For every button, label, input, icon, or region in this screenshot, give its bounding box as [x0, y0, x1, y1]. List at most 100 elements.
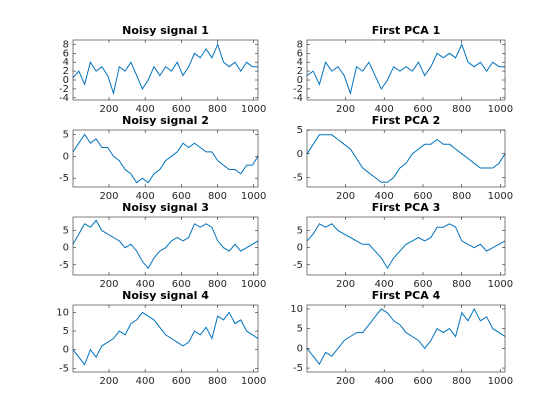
x-tick-label: 800: [452, 191, 471, 202]
y-tick-label: 0: [297, 243, 303, 254]
y-tick-label: 4: [297, 57, 303, 68]
y-tick-label: 5: [63, 226, 69, 237]
x-tick-label: 800: [208, 104, 227, 115]
x-tick-label: 800: [208, 279, 227, 290]
x-tick-label: 1000: [488, 191, 513, 202]
x-tick-label: 600: [172, 279, 191, 290]
subplot-title: First PCA 2: [372, 114, 440, 127]
x-tick-label: 1000: [488, 104, 513, 115]
y-tick-label: -5: [293, 363, 303, 374]
x-tick-label: 400: [136, 376, 155, 387]
x-tick-label: 200: [336, 376, 355, 387]
x-tick-label: 200: [336, 104, 355, 115]
x-tick-label: 200: [336, 191, 355, 202]
x-tick-label: 600: [413, 376, 432, 387]
axes-box: [72, 304, 259, 373]
x-tick-label: 1000: [488, 376, 513, 387]
x-tick-label: 600: [413, 279, 432, 290]
x-tick-label: 800: [208, 191, 227, 202]
x-tick-label: 800: [208, 376, 227, 387]
x-tick-label: 400: [375, 104, 394, 115]
x-tick-label: 200: [99, 279, 118, 290]
y-tick-label: 5: [297, 226, 303, 237]
y-tick-label: 8: [297, 39, 303, 50]
y-tick-label: 0: [63, 151, 69, 162]
signal-line: [306, 134, 506, 183]
axes-box: [306, 129, 506, 188]
y-tick-label: -5: [59, 173, 69, 184]
axes-box: [306, 216, 506, 276]
y-tick-label: 5: [297, 125, 303, 136]
x-tick-label: 1000: [488, 279, 513, 290]
y-tick-label: 0: [63, 75, 69, 86]
subplot-title: Noisy signal 4: [122, 289, 209, 302]
x-tick-label: 600: [172, 104, 191, 115]
x-tick-label: 600: [172, 191, 191, 202]
axes-box: [306, 39, 506, 101]
x-tick-label: 200: [99, 104, 118, 115]
x-tick-label: 400: [136, 104, 155, 115]
signal-line: [72, 311, 259, 366]
y-tick-label: -2: [293, 84, 303, 95]
axes-box: [72, 216, 259, 276]
y-tick-label: 5: [297, 324, 303, 335]
subplot-title: Noisy signal 2: [122, 114, 209, 127]
x-tick-label: 800: [452, 279, 471, 290]
x-tick-label: 200: [99, 376, 118, 387]
y-tick-label: 0: [297, 149, 303, 160]
y-tick-label: 8: [63, 39, 69, 50]
subplot-title: First PCA 3: [372, 201, 440, 214]
y-tick-label: -2: [59, 84, 69, 95]
y-tick-label: -5: [59, 260, 69, 271]
y-tick-label: 0: [297, 343, 303, 354]
y-tick-label: 4: [63, 57, 69, 68]
y-tick-label: 5: [63, 326, 69, 337]
signal-line: [306, 223, 506, 270]
x-tick-label: 800: [452, 376, 471, 387]
y-tick-label: -4: [59, 93, 69, 104]
y-tick-label: 0: [297, 75, 303, 86]
signal-line: [72, 42, 258, 96]
axes-box: [72, 129, 259, 188]
signal-line: [306, 43, 505, 96]
signal-line: [72, 219, 259, 270]
x-tick-label: 1000: [241, 376, 266, 387]
axes-box: [306, 304, 506, 373]
y-tick-label: 6: [63, 48, 69, 59]
x-tick-label: 400: [375, 191, 394, 202]
x-tick-label: 600: [413, 191, 432, 202]
x-tick-label: 400: [375, 279, 394, 290]
y-tick-label: 2: [63, 66, 69, 77]
y-tick-label: 6: [297, 48, 303, 59]
x-tick-label: 1000: [241, 191, 266, 202]
y-tick-label: -4: [293, 93, 303, 104]
x-tick-label: 1000: [241, 104, 266, 115]
x-tick-label: 1000: [241, 279, 266, 290]
y-tick-label: 10: [56, 307, 69, 318]
y-tick-label: 10: [290, 304, 303, 315]
x-tick-label: 800: [452, 104, 471, 115]
signal-line: [306, 307, 506, 366]
subplot-title: Noisy signal 3: [122, 201, 209, 214]
y-tick-label: 2: [297, 66, 303, 77]
y-tick-label: -5: [293, 260, 303, 271]
subplot-title: Noisy signal 1: [122, 24, 209, 37]
subplot-title: First PCA 4: [372, 289, 441, 302]
y-tick-label: 0: [63, 243, 69, 254]
axes-box: [72, 39, 259, 101]
x-tick-label: 200: [336, 279, 355, 290]
y-tick-label: -5: [293, 173, 303, 184]
x-tick-label: 400: [136, 191, 155, 202]
x-tick-label: 400: [136, 279, 155, 290]
signal-line: [72, 133, 259, 184]
y-tick-label: -5: [59, 363, 69, 374]
x-tick-label: 600: [413, 104, 432, 115]
y-tick-label: 0: [63, 345, 69, 356]
x-tick-label: 400: [375, 376, 394, 387]
y-tick-label: 5: [63, 129, 69, 140]
x-tick-label: 200: [99, 191, 118, 202]
subplot-title: First PCA 1: [372, 24, 440, 37]
x-tick-label: 600: [172, 376, 191, 387]
